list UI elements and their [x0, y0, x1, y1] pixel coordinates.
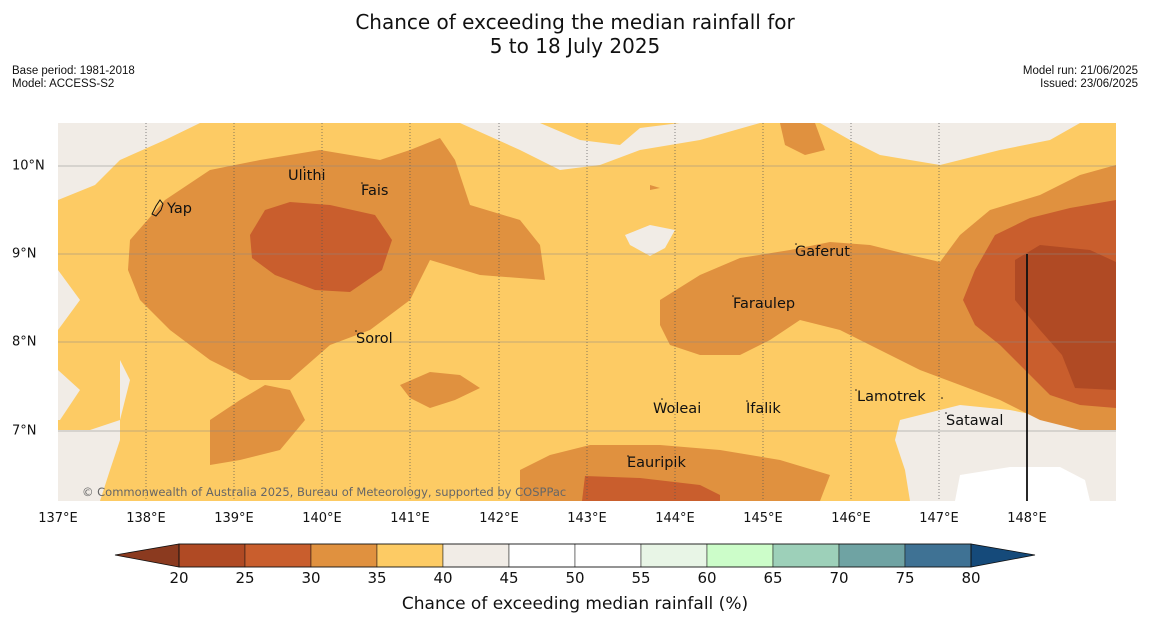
base-period-text: Base period: 1981-2018 [12, 65, 135, 77]
lon-label-138e: 138°E [126, 511, 166, 526]
place-label-faraulep: Faraulep [733, 296, 795, 312]
lon-label-147e: 147°E [919, 511, 959, 526]
lon-label-137e: 137°E [38, 511, 78, 526]
lon-label-143e: 143°E [567, 511, 607, 526]
place-label-lamotrek: Lamotrek [857, 389, 926, 405]
map-title-line-1: Chance of exceeding the median rainfall … [355, 10, 795, 34]
colorbar-tick-label: 45 [499, 569, 519, 587]
map-title-line-2: 5 to 18 July 2025 [489, 34, 661, 58]
colorbar-tick-label: 55 [631, 569, 651, 587]
place-label-fais: Fais [361, 183, 388, 199]
colorbar-segment [706, 543, 774, 568]
place-label-satawal: Satawal [946, 413, 1003, 429]
place-label-yap: Yap [166, 201, 192, 217]
place-label-ulithi: Ulithi [288, 168, 326, 184]
colorbar-tick-label: 30 [301, 569, 321, 587]
lat-label-7n: 7°N [12, 423, 37, 439]
colorbar-segment [838, 543, 906, 568]
lon-label-145e: 145°E [743, 511, 783, 526]
place-label-ifalik: Ifalik [746, 401, 781, 417]
issued-text: Issued: 23/06/2025 [1040, 78, 1138, 90]
place-label-gaferut: Gaferut [795, 244, 850, 260]
model-text: Model: ACCESS-S2 [12, 78, 115, 90]
lon-label-146e: 146°E [831, 511, 871, 526]
colorbar-tick-label: 35 [367, 569, 387, 587]
colorbar [114, 543, 1036, 568]
colorbar-segment [640, 543, 708, 568]
place-label-eauripik: Eauripik [627, 455, 686, 471]
colorbar-tick-label: 70 [829, 569, 849, 587]
colorbar-tick-label: 20 [169, 569, 189, 587]
lon-label-140e: 140°E [302, 511, 342, 526]
colorbar-tick-label: 25 [235, 569, 255, 587]
colorbar-segment [244, 543, 312, 568]
gridlines [58, 123, 1116, 501]
colorbar-segment [772, 543, 840, 568]
colorbar-segment [508, 543, 576, 568]
colorbar-segment [178, 543, 246, 568]
lat-label-9n: 9°N [12, 246, 37, 262]
colorbar-tick-label: 40 [433, 569, 453, 587]
colorbar-tick-label: 80 [961, 569, 981, 587]
colorbar-segment [310, 543, 378, 568]
lat-label-10n: 10°N [12, 158, 45, 174]
colorbar-segment [442, 543, 510, 568]
colorbar-extend-high [971, 544, 1035, 567]
lon-label-142e: 142°E [479, 511, 519, 526]
place-label-sorol: Sorol [356, 331, 393, 347]
colorbar-segment [376, 543, 444, 568]
colorbar-title: Chance of exceeding median rainfall (%) [401, 594, 749, 614]
colorbar-segment [904, 543, 972, 568]
colorbar-tick-label: 65 [763, 569, 783, 587]
yap-island-outline [151, 199, 164, 217]
lat-label-8n: 8°N [12, 334, 37, 350]
lon-label-141e: 141°E [390, 511, 430, 526]
island-markers [303, 166, 947, 457]
copyright-text: © Commonwealth of Australia 2025, Bureau… [82, 485, 566, 499]
lon-label-148e: 148°E [1007, 511, 1047, 526]
colorbar-tick-label: 60 [697, 569, 717, 587]
place-label-woleai: Woleai [653, 401, 701, 417]
model-run-text: Model run: 21/06/2025 [1022, 65, 1138, 77]
colorbar-tick-label: 75 [895, 569, 915, 587]
colorbar-segment [574, 543, 642, 568]
colorbar-tick-label: 50 [565, 569, 585, 587]
colorbar-extend-low [115, 544, 179, 567]
lon-label-139e: 139°E [214, 511, 254, 526]
lon-label-144e: 144°E [655, 511, 695, 526]
